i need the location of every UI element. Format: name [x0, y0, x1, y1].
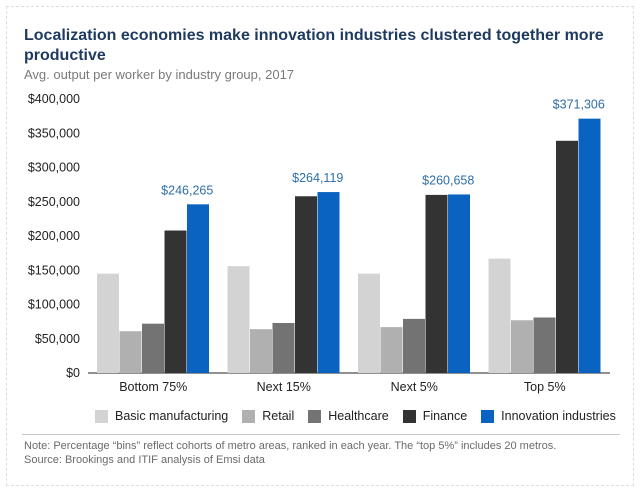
- legend-swatch: [481, 409, 495, 423]
- legend-label: Innovation industries: [501, 409, 616, 423]
- note-divider: [22, 434, 620, 435]
- legend-item: Innovation industries: [481, 409, 616, 423]
- chart-title: Localization economies make innovation i…: [24, 27, 604, 64]
- data-label: $371,306: [553, 98, 605, 112]
- bar-retail: [250, 329, 272, 373]
- legend-swatch: [402, 409, 416, 423]
- bar-retail: [511, 320, 533, 373]
- legend-item: Healthcare: [308, 409, 389, 423]
- y-tick-label: $200,000: [28, 229, 80, 243]
- legend-label: Healthcare: [328, 409, 389, 423]
- y-tick-label: $400,000: [28, 92, 80, 106]
- chart-subtitle: Avg. output per worker by industry group…: [24, 67, 295, 82]
- y-tick-label: $100,000: [28, 298, 80, 312]
- bar-innovation-industries: [187, 204, 209, 373]
- legend-label: Finance: [422, 409, 468, 423]
- legend-label: Basic manufacturing: [115, 409, 229, 423]
- y-tick-label: $250,000: [28, 195, 80, 209]
- bar-retail: [380, 327, 403, 373]
- bar-healthcare: [142, 323, 164, 373]
- chart-note: Note: Percentage “bins” reflect cohorts …: [24, 439, 556, 467]
- bar-healthcare: [403, 318, 425, 373]
- legend-item: Basic manufacturing: [95, 409, 228, 423]
- bar-basic-manufacturing: [488, 258, 511, 373]
- legend-item: Finance: [402, 409, 468, 423]
- data-label: $246,265: [161, 183, 213, 197]
- x-category-label: Next 5%: [391, 380, 438, 394]
- bar-innovation-industries: [317, 192, 340, 373]
- legend-swatch: [242, 409, 256, 423]
- bar-basic-manufacturing: [358, 273, 380, 373]
- legend-label: Retail: [262, 409, 295, 423]
- data-label: $264,119: [292, 171, 343, 185]
- chart-frame: [6, 6, 634, 486]
- x-category-label: Bottom 75%: [119, 380, 187, 394]
- y-tick-label: $300,000: [28, 161, 80, 175]
- bar-healthcare: [533, 317, 556, 373]
- legend-swatch: [95, 409, 108, 423]
- chart-legend: Basic manufacturing Retail Healthcare Finan…: [95, 409, 630, 423]
- bar-innovation-industries: [578, 118, 601, 373]
- x-category-label: Next 15%: [257, 380, 311, 394]
- legend-swatch: [308, 409, 322, 423]
- y-tick-label: $50,000: [35, 332, 80, 346]
- y-tick-label: $350,000: [28, 126, 80, 140]
- bar-basic-manufacturing: [227, 266, 250, 373]
- bar-innovation-industries: [448, 194, 470, 373]
- bar-healthcare: [272, 322, 295, 373]
- y-tick-label: $150,000: [28, 263, 80, 277]
- data-label: $260,658: [422, 173, 474, 187]
- source-text: Source: Brookings and ITIF analysis of E…: [24, 454, 265, 466]
- bar-basic-manufacturing: [97, 273, 119, 373]
- bar-finance: [425, 194, 448, 373]
- bar-retail: [119, 331, 142, 373]
- bar-finance: [164, 230, 187, 373]
- y-tick-label: $0: [66, 366, 80, 380]
- note-text: Note: Percentage “bins” reflect cohorts …: [24, 440, 557, 452]
- x-category-label: Top 5%: [524, 380, 566, 394]
- bar-finance: [295, 196, 317, 373]
- bar-chart: $0 $50,000 $100,000 $150,000 $200,000 $250,00…: [28, 92, 610, 394]
- legend-item: Retail: [242, 409, 294, 423]
- bar-finance: [556, 140, 578, 373]
